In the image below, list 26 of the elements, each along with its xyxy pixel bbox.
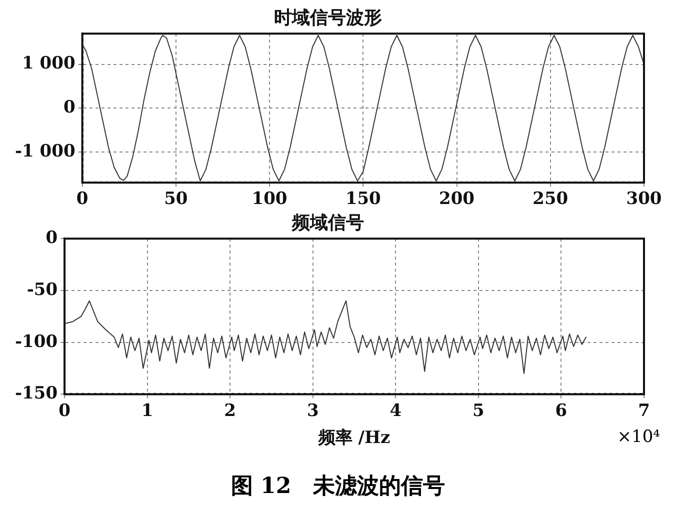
- x-tick-label: 150: [345, 189, 382, 210]
- chart-title: 时域信号波形: [274, 7, 382, 28]
- x-tick-label: 6: [555, 400, 568, 421]
- caption: 图 12 未滤波的信号: [230, 472, 446, 501]
- x-tick-label: 5: [472, 400, 484, 421]
- y-tick-label: 0: [46, 228, 58, 248]
- x-tick-label: 0: [76, 189, 88, 210]
- y-tick-label: -150: [14, 384, 58, 404]
- x-tick-label: 250: [532, 189, 568, 210]
- x-tick-label: 200: [439, 189, 475, 210]
- x-tick-label: 1: [141, 400, 154, 421]
- y-tick-label: -1 000: [14, 141, 76, 162]
- y-tick-label: 0: [63, 98, 76, 118]
- x-tick-label: 3: [306, 400, 319, 421]
- y-tick-label: 1 000: [22, 54, 76, 74]
- x-tick-label: 100: [252, 189, 288, 210]
- x-tick-label: 300: [626, 189, 662, 210]
- x-tick-label: 4: [390, 400, 402, 421]
- chart-title: 频域信号: [291, 212, 364, 234]
- x-tick-label: 7: [638, 400, 650, 421]
- text: ×10⁴: [617, 427, 660, 447]
- x-axis-title: 频率 /Hz: [317, 428, 391, 448]
- x-tick-label: 2: [224, 400, 236, 421]
- x-tick-label: 50: [164, 189, 188, 210]
- y-tick-label: -50: [26, 280, 58, 300]
- y-tick-label: -100: [14, 332, 58, 352]
